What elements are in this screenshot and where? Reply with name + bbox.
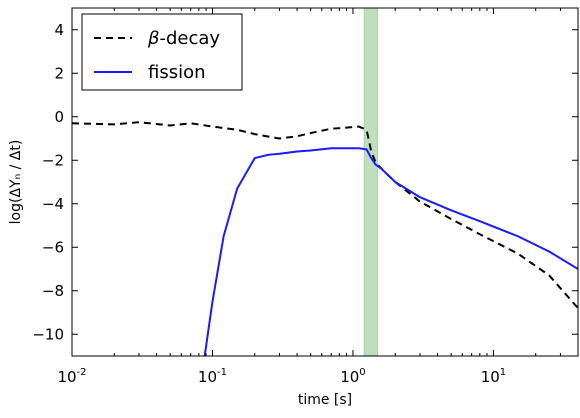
y-axis-label: log(ΔYₙ / Δt): [8, 140, 24, 225]
y-tick-label: −10: [32, 325, 64, 343]
x-tick-label: 101: [481, 367, 506, 386]
x-tick-label: 10-1: [198, 367, 227, 386]
x-tick-label: 100: [340, 367, 365, 386]
y-tick-label: 2: [54, 64, 64, 82]
shaded-region: [363, 7, 378, 357]
legend-label: fission: [148, 62, 206, 83]
x-axis-label: time [s]: [298, 392, 352, 408]
legend-box: [81, 13, 243, 91]
y-tick-label: −4: [42, 195, 64, 213]
plot-frame: [71, 7, 579, 357]
y-tick-label: −8: [42, 282, 64, 300]
y-tick-label: −2: [42, 151, 64, 169]
series-line-beta-decay: [72, 121, 578, 309]
series-line-fission: [203, 147, 578, 356]
legend-label: β-decay: [147, 28, 220, 49]
y-tick-label: −6: [42, 238, 64, 256]
y-tick-label: 4: [54, 21, 64, 39]
y-tick-label: 0: [54, 108, 64, 126]
x-tick-label: 10-2: [57, 367, 86, 386]
